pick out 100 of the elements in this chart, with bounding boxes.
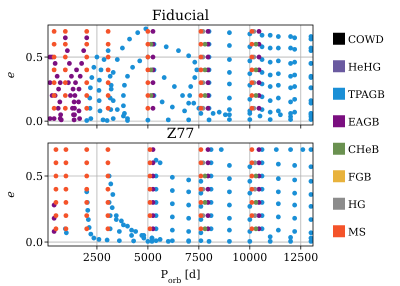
point (198, 160, 204, 166)
point (145, 106, 150, 111)
point (84, 213, 90, 218)
legend-label: COWD (348, 34, 384, 46)
point (148, 226, 152, 232)
point (52, 29, 57, 34)
point (54, 147, 58, 152)
point (249, 67, 254, 72)
point (249, 213, 254, 218)
point (254, 226, 258, 232)
point (198, 226, 204, 232)
x-tick-label: 7500 (184, 251, 213, 264)
point (106, 80, 111, 86)
point (106, 42, 111, 47)
point (145, 67, 150, 72)
point (62, 42, 68, 47)
point (256, 186, 262, 192)
point (148, 213, 152, 218)
point (52, 42, 57, 47)
point (54, 226, 58, 232)
point (145, 93, 150, 98)
point (64, 174, 68, 178)
point (206, 213, 210, 218)
point (206, 160, 210, 166)
point (145, 80, 150, 86)
point (62, 80, 68, 86)
point (202, 174, 208, 178)
point (249, 42, 254, 47)
point (202, 200, 208, 205)
point (106, 226, 110, 232)
point (54, 186, 58, 192)
point (106, 160, 110, 166)
point (54, 213, 58, 218)
point (84, 42, 90, 47)
x-tick-label: 2500 (82, 251, 111, 264)
point (198, 200, 204, 205)
point (52, 80, 57, 86)
point (249, 93, 254, 98)
point (254, 67, 258, 72)
y-axis-title: e (4, 71, 17, 78)
point (202, 93, 208, 98)
point (198, 29, 204, 34)
point (202, 226, 208, 232)
point (206, 186, 210, 192)
point (206, 147, 210, 152)
point (64, 160, 68, 166)
point (106, 29, 111, 34)
point (84, 186, 90, 192)
point (249, 200, 254, 205)
chart-title: Fiducial (152, 8, 210, 24)
point (254, 93, 258, 98)
point (198, 147, 204, 152)
legend-label: MS (348, 226, 366, 238)
point (256, 213, 262, 218)
y-tick-label: 0.5 (26, 51, 43, 64)
point (256, 147, 262, 152)
point (148, 200, 152, 205)
point (84, 29, 90, 34)
point (198, 54, 204, 60)
point (52, 106, 57, 111)
point (106, 54, 111, 60)
legend-label: CHeB (348, 144, 380, 156)
point (249, 226, 254, 232)
point (54, 160, 58, 166)
point (198, 93, 204, 98)
point (148, 186, 152, 192)
point (62, 29, 68, 34)
legend-label: HG (348, 198, 366, 211)
point (106, 147, 110, 152)
x-tick-label: 10000 (232, 251, 268, 264)
x-tick-label: 5000 (134, 251, 162, 264)
point (254, 200, 258, 205)
point (62, 54, 68, 60)
legend-label: TPAGB (348, 88, 386, 101)
y-tick-label: 0.5 (26, 170, 43, 184)
point (198, 80, 204, 86)
point (84, 106, 90, 111)
point (64, 213, 68, 218)
point (198, 174, 204, 178)
point (62, 93, 68, 98)
point (52, 67, 57, 72)
point (106, 186, 110, 192)
y-tick-label: 0.0 (26, 115, 43, 128)
point (256, 160, 262, 166)
point (249, 147, 254, 152)
point (84, 80, 90, 86)
point (249, 186, 254, 192)
point (84, 147, 90, 152)
point (54, 174, 58, 178)
point (106, 67, 111, 72)
point (84, 93, 90, 98)
point (106, 93, 111, 98)
point (198, 186, 204, 192)
legend-label: EAGB (348, 116, 380, 128)
point (249, 174, 254, 178)
point (198, 42, 204, 47)
point (84, 54, 90, 60)
point (64, 186, 68, 192)
y-tick-label: 0.0 (26, 236, 43, 250)
point (62, 106, 68, 111)
